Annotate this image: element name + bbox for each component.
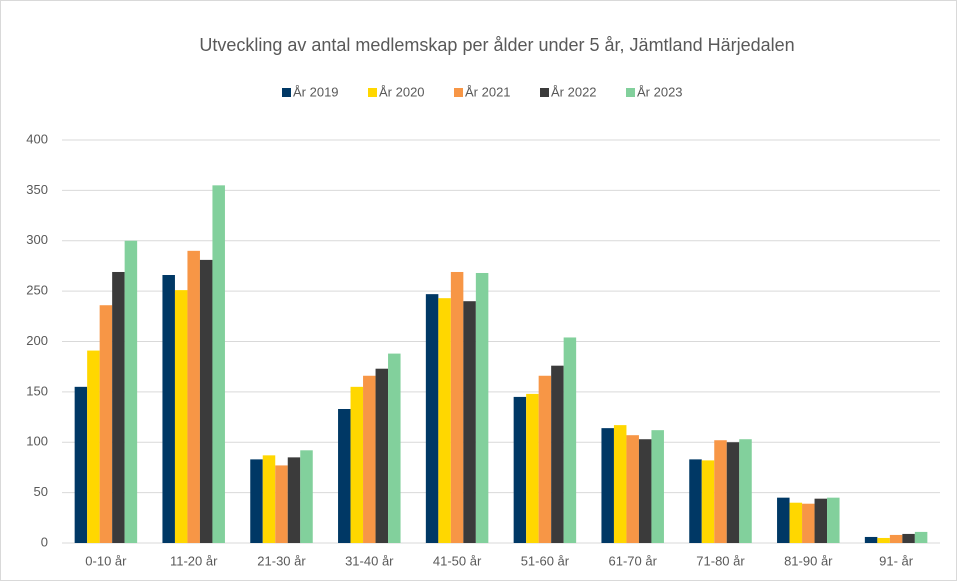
bar [300, 450, 313, 543]
bar [601, 428, 614, 543]
bar [538, 375, 552, 543]
bar [626, 435, 639, 543]
bar [526, 393, 539, 543]
bar [74, 386, 88, 543]
y-tick-label: 300 [26, 232, 48, 247]
bar [212, 185, 225, 543]
x-tick-label: 91- år [879, 553, 914, 568]
legend-swatch [626, 88, 635, 97]
bar [714, 440, 727, 543]
bar [877, 537, 890, 543]
x-tick-label: 81-90 år [784, 553, 833, 568]
bar [250, 459, 263, 543]
bar [814, 498, 828, 543]
bar [914, 531, 928, 543]
bar [262, 455, 276, 543]
x-tick-label: 41-50 år [433, 553, 482, 568]
bar [388, 353, 401, 543]
chart-title: Utveckling av antal medlemskap per ålder… [199, 35, 794, 55]
legend-swatch [282, 88, 291, 97]
legend-swatch [368, 88, 377, 97]
bar [162, 275, 175, 543]
x-tick-label: 11-20 år [170, 553, 218, 568]
y-tick-label: 50 [34, 484, 48, 499]
bar [802, 503, 815, 543]
bar [864, 536, 878, 543]
bar [902, 533, 915, 543]
legend-swatch [454, 88, 463, 97]
y-tick-label: 200 [26, 333, 48, 348]
bar [563, 337, 577, 543]
y-tick-label: 350 [26, 182, 48, 197]
legend-label: År 2020 [379, 84, 425, 99]
y-tick-label: 150 [26, 383, 48, 398]
bar [689, 459, 702, 543]
bar [287, 457, 301, 543]
bar [651, 430, 664, 543]
bar [777, 497, 790, 543]
x-tick-label: 31-40 år [345, 553, 394, 568]
bar [338, 409, 351, 543]
bar [438, 298, 451, 543]
bar [889, 534, 903, 543]
legend-label: År 2019 [293, 84, 339, 99]
bar [199, 259, 213, 543]
x-tick-label: 21-30 år [257, 553, 306, 568]
bar [187, 250, 200, 543]
x-tick-label: 51-60 år [521, 553, 570, 568]
legend-swatch [540, 88, 549, 97]
x-tick-label: 61-70 år [608, 553, 657, 568]
x-tick-label: 0-10 år [85, 553, 127, 568]
y-tick-label: 400 [26, 131, 48, 146]
bar [789, 502, 803, 543]
bar [463, 301, 476, 543]
bar [425, 294, 439, 543]
bar [99, 305, 113, 543]
bar [613, 425, 627, 543]
bar [475, 272, 489, 543]
bar [87, 350, 100, 543]
bar [112, 271, 125, 543]
legend-label: År 2022 [551, 84, 597, 99]
bar [450, 271, 464, 543]
legend-label: År 2021 [465, 84, 511, 99]
bar [275, 465, 288, 543]
bar [375, 368, 389, 543]
bar [726, 442, 740, 543]
y-tick-label: 0 [41, 534, 48, 549]
x-tick-label: 71-80 år [696, 553, 745, 568]
y-tick-label: 100 [26, 434, 48, 449]
legend-label: År 2023 [637, 84, 683, 99]
bar [551, 365, 564, 543]
bar [363, 375, 376, 543]
bar [174, 290, 188, 543]
bar [739, 439, 752, 543]
bar [701, 460, 715, 543]
bar [827, 497, 840, 543]
bar [124, 240, 138, 543]
bar [513, 396, 527, 543]
y-tick-label: 250 [26, 283, 48, 298]
bar [350, 386, 364, 543]
bar [638, 439, 652, 543]
